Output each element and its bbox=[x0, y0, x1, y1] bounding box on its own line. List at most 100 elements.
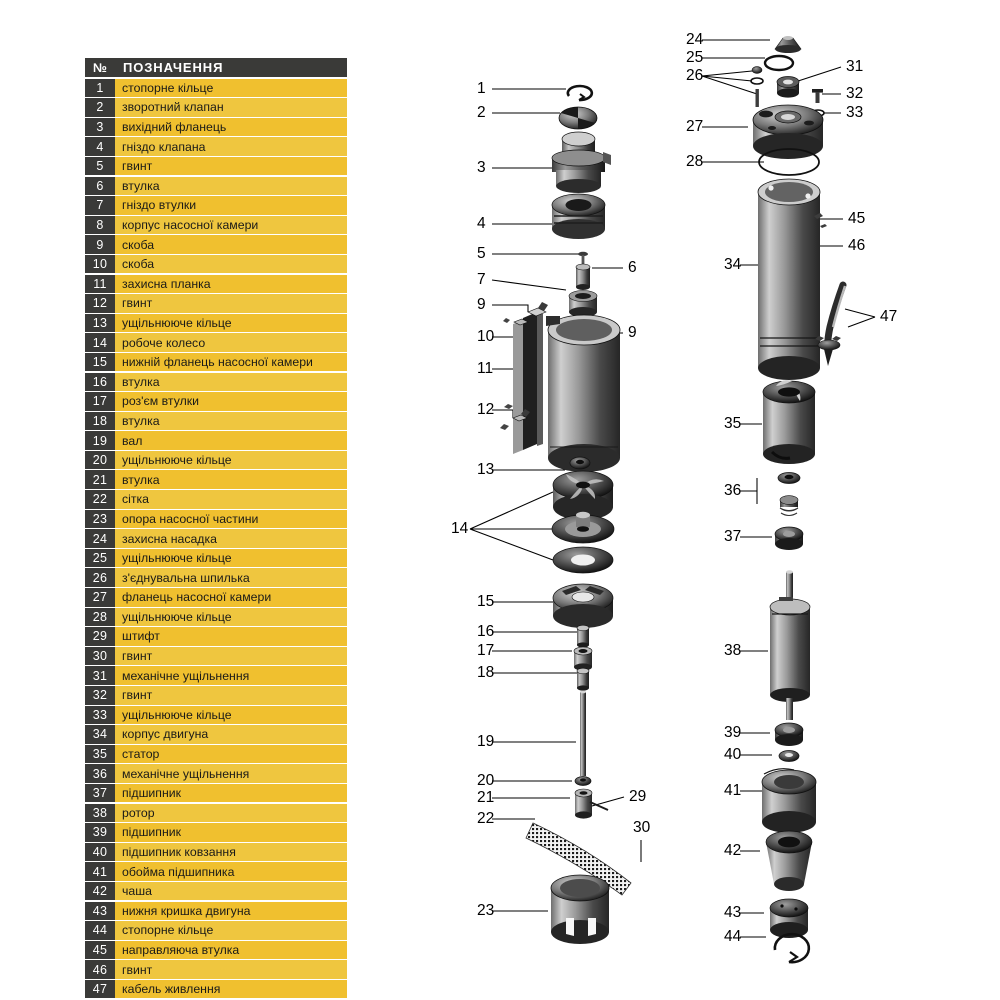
table-row: 35 статор bbox=[85, 744, 347, 764]
table-cell-number: 11 bbox=[85, 274, 115, 294]
table-cell-designation: гніздо втулки bbox=[115, 196, 347, 215]
table-cell-number: 15 bbox=[85, 352, 115, 372]
table-cell-designation: штифт bbox=[115, 627, 347, 646]
callout-number-29: 29 bbox=[629, 788, 647, 805]
table-cell-number: 14 bbox=[85, 333, 115, 352]
table-cell-designation: підшипник bbox=[115, 783, 347, 803]
callout-number-10: 10 bbox=[477, 328, 495, 345]
table-row: 9 скоба bbox=[85, 235, 347, 254]
table-row: 33 ущільнююче кільце bbox=[85, 705, 347, 725]
table-row: 38 ротор bbox=[85, 803, 347, 823]
part-shape-47-power-cable bbox=[815, 281, 847, 366]
table-row: 40 підшипник ковзання bbox=[85, 842, 347, 862]
table-cell-designation: втулка bbox=[115, 176, 347, 196]
table-row: 14 робоче колесо bbox=[85, 333, 347, 352]
table-row: 31 механічне ущільнення bbox=[85, 666, 347, 685]
table-cell-designation: підшипник ковзання bbox=[115, 842, 347, 862]
table-cell-number: 36 bbox=[85, 764, 115, 783]
table-cell-designation: вихідний фланець bbox=[115, 117, 347, 137]
table-cell-designation: робоче колесо bbox=[115, 333, 347, 352]
table-cell-number: 8 bbox=[85, 215, 115, 235]
part-shape-40-sliding-bearing bbox=[778, 750, 800, 762]
callout-number-47: 47 bbox=[880, 308, 898, 325]
part-shape-29-pin bbox=[589, 801, 609, 811]
callout-number-1: 1 bbox=[477, 80, 486, 97]
table-cell-number: 44 bbox=[85, 921, 115, 940]
table-cell-designation: механічне ущільнення bbox=[115, 666, 347, 685]
table-row: 27 фланець насосної камери bbox=[85, 588, 347, 607]
callout-number-12: 12 bbox=[477, 401, 495, 418]
table-row: 12 гвинт bbox=[85, 294, 347, 313]
part-shape-25-sealing-ring bbox=[763, 54, 795, 72]
callout-number-23: 23 bbox=[477, 902, 495, 919]
part-shape-21-bushing bbox=[574, 788, 593, 819]
part-shape-15-lower-flange bbox=[552, 583, 614, 628]
callout-number-40: 40 bbox=[724, 746, 742, 763]
table-cell-designation: механічне ущільнення bbox=[115, 764, 347, 783]
part-shape-24-protective-cap bbox=[774, 36, 802, 53]
table-row: 23 опора насосної частини bbox=[85, 509, 347, 529]
table-row: 36 механічне ущільнення bbox=[85, 764, 347, 783]
table-cell-number: 40 bbox=[85, 842, 115, 862]
part-shape-41-bearing-holder bbox=[761, 768, 817, 833]
callout-number-4: 4 bbox=[477, 215, 486, 232]
table-cell-designation: стопорне кільце bbox=[115, 921, 347, 940]
table-row: 32 гвинт bbox=[85, 686, 347, 705]
table-header-designation: ПОЗНАЧЕННЯ bbox=[115, 58, 347, 77]
callout-number-30: 30 bbox=[633, 819, 651, 836]
table-header-row: № ПОЗНАЧЕННЯ bbox=[85, 58, 347, 77]
part-shape-39-bearing bbox=[774, 722, 804, 746]
table-cell-designation: ущільнююче кільце bbox=[115, 450, 347, 470]
table-row: 41 обойма підшипника bbox=[85, 862, 347, 881]
callout-number-7: 7 bbox=[477, 271, 486, 288]
table-cell-number: 9 bbox=[85, 235, 115, 254]
table-row: 25 ущільнююче кільце bbox=[85, 548, 347, 568]
table-row: 28 ущільнююче кільце bbox=[85, 607, 347, 627]
part-shape-12-screw bbox=[500, 404, 530, 430]
table-cell-number: 31 bbox=[85, 666, 115, 685]
part-shape-26-connecting-stud bbox=[750, 66, 764, 107]
table-cell-designation: обойма підшипника bbox=[115, 862, 347, 881]
table-cell-number: 46 bbox=[85, 960, 115, 979]
callout-number-36: 36 bbox=[724, 482, 742, 499]
part-shape-5-screw bbox=[578, 251, 588, 264]
table-cell-number: 12 bbox=[85, 294, 115, 313]
table-cell-number: 35 bbox=[85, 744, 115, 764]
table-row: 3 вихідний фланець bbox=[85, 117, 347, 137]
table-cell-number: 13 bbox=[85, 313, 115, 333]
table-row: 37 підшипник bbox=[85, 783, 347, 803]
part-shape-18-bushing bbox=[576, 667, 590, 691]
callout-number-24: 24 bbox=[686, 31, 704, 48]
table-cell-number: 17 bbox=[85, 392, 115, 411]
table-cell-number: 47 bbox=[85, 979, 115, 999]
table-cell-number: 3 bbox=[85, 117, 115, 137]
table-row: 7 гніздо втулки bbox=[85, 196, 347, 215]
callout-number-43: 43 bbox=[724, 904, 742, 921]
table-cell-designation: втулка bbox=[115, 372, 347, 391]
table-cell-number: 28 bbox=[85, 607, 115, 627]
callout-number-33: 33 bbox=[846, 104, 864, 121]
table-cell-designation: з'єднувальна шпилька bbox=[115, 568, 347, 587]
table-cell-number: 20 bbox=[85, 450, 115, 470]
callout-number-3: 3 bbox=[477, 159, 486, 176]
leader-lines bbox=[469, 39, 876, 938]
table-body: 1 стопорне кільце 2 зворотний клапан 3 вихідн… bbox=[85, 78, 347, 999]
callout-number-39: 39 bbox=[724, 724, 742, 741]
table-row: 22 сітка bbox=[85, 490, 347, 509]
table-cell-designation: гніздо клапана bbox=[115, 137, 347, 156]
callout-number-27: 27 bbox=[686, 118, 704, 135]
part-shape-23-pump-support bbox=[550, 874, 610, 944]
table-row: 42 чаша bbox=[85, 881, 347, 901]
table-cell-number: 7 bbox=[85, 196, 115, 215]
part-shape-43-motor-bottom-cover bbox=[769, 898, 809, 938]
table-cell-designation: втулка bbox=[115, 470, 347, 489]
table-row: 44 стопорне кільце bbox=[85, 921, 347, 940]
callout-number-22: 22 bbox=[477, 810, 495, 827]
part-shape-14b-impeller-disc bbox=[551, 511, 615, 544]
table-row: 20 ущільнююче кільце bbox=[85, 450, 347, 470]
table-cell-designation: втулка bbox=[115, 411, 347, 431]
table-cell-designation: кабель живлення bbox=[115, 979, 347, 999]
table-row: 5 гвинт bbox=[85, 156, 347, 176]
callout-number-17: 17 bbox=[477, 642, 495, 659]
table-cell-number: 26 bbox=[85, 568, 115, 587]
